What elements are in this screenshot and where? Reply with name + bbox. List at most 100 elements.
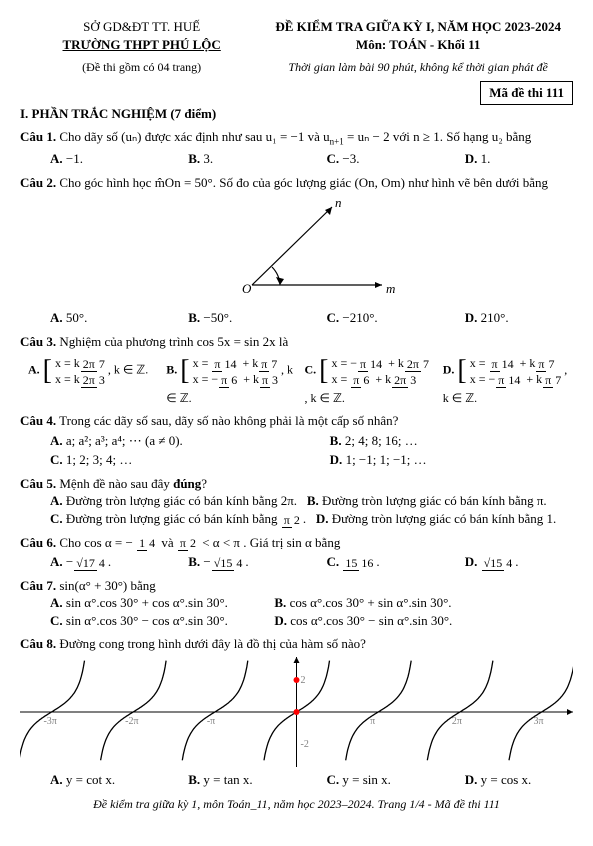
svg-text:-2π: -2π	[125, 716, 138, 727]
q1-opt-c: C. −3.	[297, 150, 435, 168]
q6-opt-b: B. −√154.	[158, 553, 296, 571]
q7-b-text: cos α°.cos 30° + sin α°.sin 30°.	[290, 595, 452, 610]
q8-opt-d: D. y = cos x.	[435, 771, 573, 789]
exam-duration: Thời gian làm bài 90 phút, không kể thời…	[263, 59, 573, 75]
q4-b-text: 2; 4; 8; 16; …	[345, 433, 418, 448]
question-6: Câu 6. Cho cos α = − 14 và π2 < α < π . …	[20, 534, 573, 571]
exam-header: SỞ GD&ĐT TT. HUẾ TRƯỜNG THPT PHÚ LỘC (Đề…	[20, 18, 573, 75]
q1-sub: n+1	[330, 137, 344, 147]
q6-opt-c: C. 1516.	[297, 553, 435, 571]
q2-stem: Cho góc hình học m̂On = 50°. Số đo của g…	[59, 175, 548, 190]
q7-stem: sin(α° + 30°) bằng	[59, 578, 155, 593]
q5-stem: Mệnh đề nào sau đây đúng?	[59, 476, 207, 491]
q5-label: Câu 5.	[20, 476, 56, 491]
q7-row2: C. sin α°.cos 30° − cos α°.sin 30°. D. c…	[20, 612, 573, 630]
q2-d-text: 210°.	[481, 310, 509, 325]
q4-options-row1: A. a; a²; a³; a⁴; ⋯ (a ≠ 0). B. 2; 4; 8;…	[20, 432, 573, 450]
q4-label: Câu 4.	[20, 413, 56, 428]
q5-d-text: Đường tròn lượng giác có bán kính bằng 1…	[332, 511, 557, 526]
section-heading: I. PHẦN TRẮC NGHIỆM (7 điểm)	[20, 105, 573, 123]
q4-a-text: a; a²; a³; a⁴; ⋯ (a ≠ 0).	[66, 433, 183, 448]
question-3: Câu 3. Nghiệm của phương trình cos 5x = …	[20, 333, 573, 407]
q2-options: A. 50°. B. −50°. C. −210°. D. 210°.	[20, 309, 573, 327]
q2-b-text: −50°.	[203, 310, 232, 325]
q1-label: Câu 1.	[20, 129, 56, 144]
q1-d-text: 1.	[481, 151, 491, 166]
q8-b-text: y = tan x.	[203, 772, 252, 787]
svg-text:m: m	[386, 281, 395, 296]
q5-row1: A. Đường tròn lượng giác có bán kính bằn…	[20, 492, 573, 510]
svg-text:2π: 2π	[452, 716, 462, 727]
q8-a-text: y = cot x.	[66, 772, 115, 787]
q8-c-text: y = sin x.	[342, 772, 391, 787]
q2-label: Câu 2.	[20, 175, 56, 190]
header-left: SỞ GD&ĐT TT. HUẾ TRƯỜNG THPT PHÚ LỘC (Đề…	[20, 18, 263, 75]
q8-stem: Đường cong trong hình dưới đây là đồ thị…	[59, 636, 366, 651]
q4-opt-a: A. a; a²; a³; a⁴; ⋯ (a ≠ 0).	[20, 432, 318, 450]
q6-label: Câu 6.	[20, 535, 56, 550]
q7-label: Câu 7.	[20, 578, 56, 593]
q5-b-text: Đường tròn lượng giác có bán kính bằng π…	[322, 493, 547, 508]
q2-c-text: −210°.	[342, 310, 377, 325]
q3-opt-d: D. [ x = π14 + kπ7 x = −π14 + kπ7 , k ∈ …	[435, 352, 573, 406]
q6-options: A. −√174. B. −√154. C. 1516. D. √154.	[20, 553, 573, 571]
question-1: Câu 1. Cho dãy số (uₙ) được xác định như…	[20, 128, 573, 167]
q3-stem: Nghiệm của phương trình cos 5x = sin 2x …	[59, 334, 288, 349]
q1-opt-a: A. −1.	[20, 150, 158, 168]
school-name: TRƯỜNG THPT PHÚ LỘC	[20, 36, 263, 54]
q4-stem: Trong các dãy số sau, dãy số nào không p…	[59, 413, 398, 428]
svg-text:-3π: -3π	[43, 716, 56, 727]
q4-options-row2: C. 1; 2; 3; 4; … D. 1; −1; 1; −1; …	[20, 451, 573, 469]
svg-text:O: O	[242, 281, 252, 296]
q2-opt-d: D. 210°.	[435, 309, 573, 327]
svg-text:n: n	[335, 195, 342, 210]
exam-title: ĐỀ KIỂM TRA GIỮA KỲ I, NĂM HỌC 2023-2024	[263, 18, 573, 36]
q8-opt-b: B. y = tan x.	[158, 771, 296, 789]
q8-opt-c: C. y = sin x.	[297, 771, 435, 789]
svg-text:3π: 3π	[534, 716, 544, 727]
q1-b-text: 3.	[203, 151, 213, 166]
question-2: Câu 2. Cho góc hình học m̂On = 50°. Số đ…	[20, 174, 573, 327]
q6-opt-d: D. √154.	[435, 553, 573, 571]
q3-opt-b: B. [ x = π14 + kπ7 x = −π6 + kπ3 , k ∈ ℤ…	[158, 352, 296, 406]
q3-options: A. [ x = k2π7 x = k2π3 , k ∈ ℤ. B. [ x =…	[20, 352, 573, 406]
q6-stem: Cho cos α = − 14 và π2 < α < π . Giá trị…	[59, 535, 340, 550]
q7-c-text: sin α°.cos 30° − cos α°.sin 30°.	[66, 613, 228, 628]
question-7: Câu 7. sin(α° + 30°) bằng A. sin α°.cos …	[20, 577, 573, 630]
q1-stem-b: = uₙ − 2 với n ≥ 1. Số hạng u₂ bằng	[347, 129, 531, 144]
q3-opt-c: C. [ x = −π14 + k2π7 x = π6 + k2π3 , k ∈…	[297, 352, 435, 406]
q8-label: Câu 8.	[20, 636, 56, 651]
q1-opt-d: D. 1.	[435, 150, 573, 168]
q1-c-text: −3.	[342, 151, 359, 166]
q2-opt-b: B. −50°.	[158, 309, 296, 327]
q5-a-text: Đường tròn lượng giác có bán kính bằng 2…	[66, 493, 297, 508]
q1-stem-a: Cho dãy số (uₙ) được xác định như sau u₁…	[59, 129, 329, 144]
q5-c-text: Đường tròn lượng giác có bán kính bằng	[66, 511, 281, 526]
q4-opt-c: C. 1; 2; 3; 4; …	[20, 451, 318, 469]
q5-row2: C. Đường tròn lượng giác có bán kính bằn…	[20, 510, 573, 528]
svg-text:π: π	[370, 716, 375, 727]
q3-label: Câu 3.	[20, 334, 56, 349]
q2-a-text: 50°.	[66, 310, 87, 325]
q4-d-text: 1; −1; 1; −1; …	[346, 452, 427, 467]
svg-text:-π: -π	[207, 716, 215, 727]
q4-opt-d: D. 1; −1; 1; −1; …	[318, 451, 573, 469]
svg-text:-2: -2	[301, 739, 309, 750]
q2-opt-c: C. −210°.	[297, 309, 435, 327]
q7-a-text: sin α°.cos 30° + cos α°.sin 30°.	[66, 595, 228, 610]
exam-code-box: Mã đề thi 111	[480, 81, 573, 105]
q4-opt-b: B. 2; 4; 8; 16; …	[318, 432, 573, 450]
q1-options: A. −1. B. 3. C. −3. D. 1.	[20, 150, 573, 168]
page-count: (Đề thi gồm có 04 trang)	[20, 59, 263, 75]
q1-a-text: −1.	[66, 151, 83, 166]
q8-opt-a: A. y = cot x.	[20, 771, 158, 789]
question-5: Câu 5. Mệnh đề nào sau đây đúng? A. Đườn…	[20, 475, 573, 528]
q1-opt-b: B. 3.	[158, 150, 296, 168]
question-4: Câu 4. Trong các dãy số sau, dãy số nào …	[20, 412, 573, 469]
q7-row1: A. sin α°.cos 30° + cos α°.sin 30°. B. c…	[20, 594, 573, 612]
q6-opt-a: A. −√174.	[20, 553, 158, 571]
header-right: ĐỀ KIỂM TRA GIỮA KỲ I, NĂM HỌC 2023-2024…	[263, 18, 573, 75]
q8-d-text: y = cos x.	[481, 772, 532, 787]
q2-opt-a: A. 50°.	[20, 309, 158, 327]
angle-diagram: O n m	[182, 195, 412, 305]
